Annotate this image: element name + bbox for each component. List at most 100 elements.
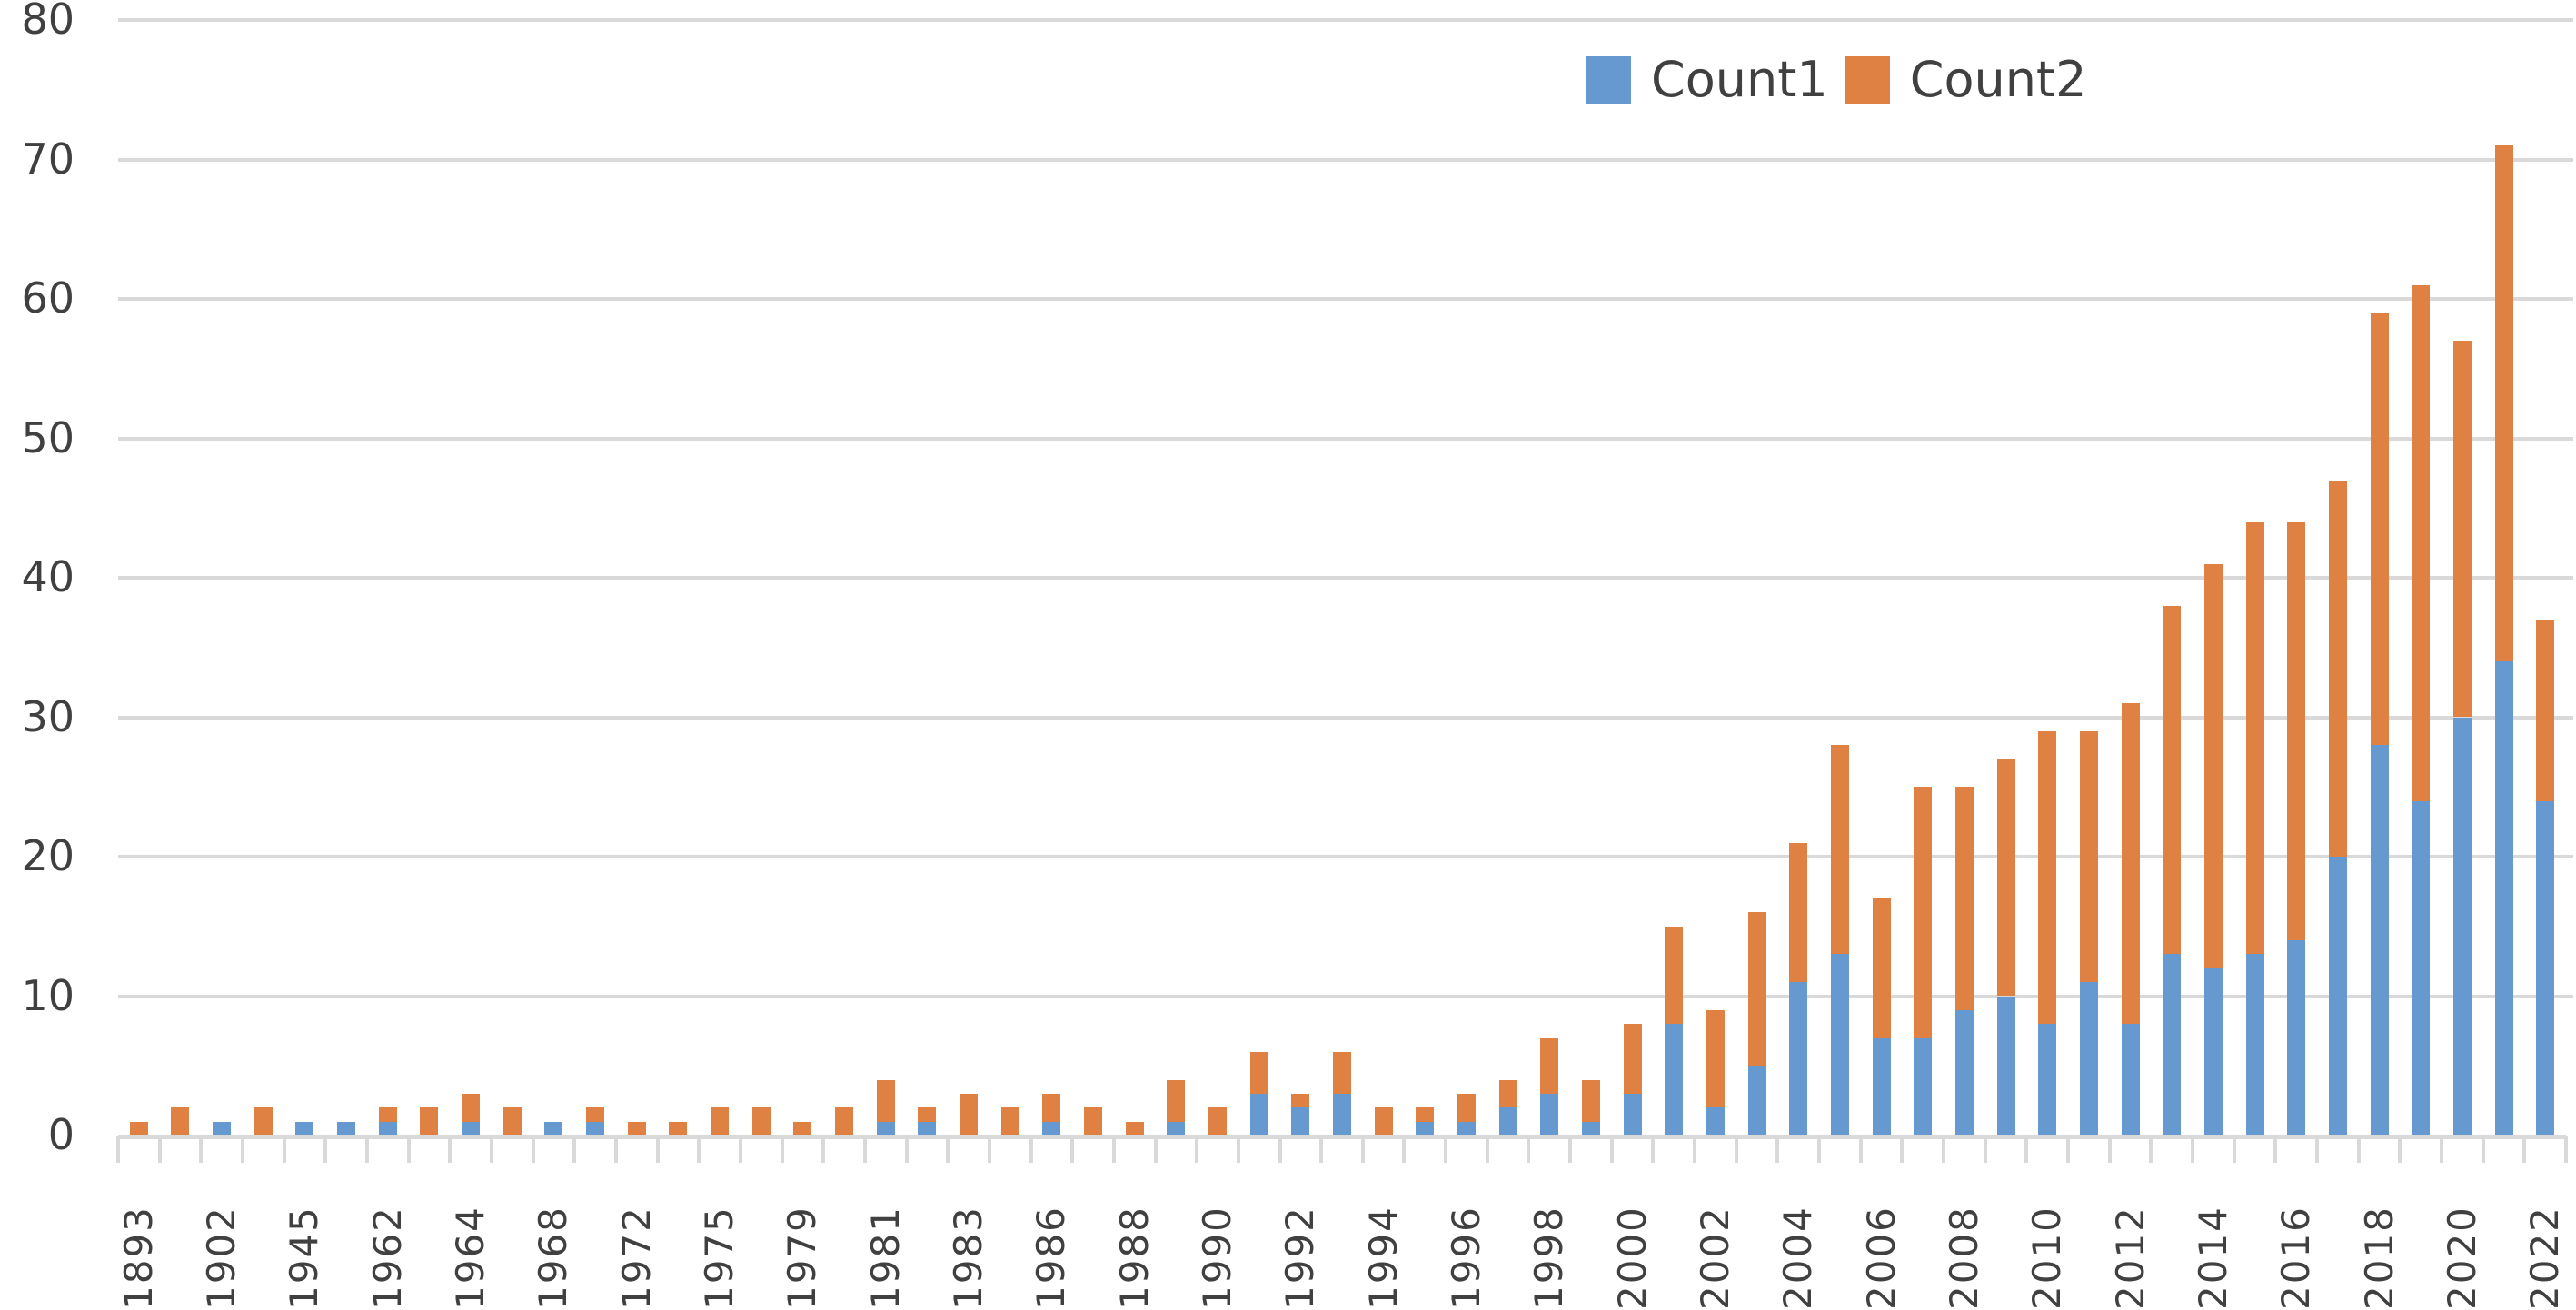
bar-count2[interactable] <box>254 1107 273 1136</box>
bar-count2[interactable] <box>462 1093 481 1122</box>
bar-count2[interactable] <box>1789 842 1808 983</box>
bar-count1[interactable] <box>337 1121 356 1136</box>
bar-count1[interactable] <box>2163 954 2182 1136</box>
bar-count2[interactable] <box>129 1121 148 1136</box>
bar-count1[interactable] <box>1665 1024 1684 1136</box>
bar-count1[interactable] <box>2038 1024 2057 1136</box>
bar-count2[interactable] <box>835 1107 854 1136</box>
bar-count1[interactable] <box>544 1121 563 1136</box>
bar-count2[interactable] <box>1914 787 1933 1038</box>
bar-count2[interactable] <box>1167 1079 1186 1122</box>
bar-count1[interactable] <box>1291 1107 1310 1136</box>
bar-count2[interactable] <box>2328 480 2347 857</box>
bar-count1[interactable] <box>2494 661 2513 1136</box>
bar-count1[interactable] <box>1706 1107 1725 1136</box>
bar-count1[interactable] <box>918 1121 937 1136</box>
bar-count2[interactable] <box>2163 605 2182 955</box>
bar-count2[interactable] <box>1084 1107 1103 1136</box>
bar-count2[interactable] <box>1042 1093 1061 1122</box>
bar-count1[interactable] <box>1830 954 1849 1136</box>
bar-count2[interactable] <box>1333 1051 1351 1094</box>
bar-count2[interactable] <box>420 1107 439 1136</box>
bar-count1[interactable] <box>295 1121 314 1136</box>
bar-count2[interactable] <box>2121 703 2140 1025</box>
bar-count1[interactable] <box>586 1121 605 1136</box>
bar-count1[interactable] <box>1872 1037 1891 1136</box>
bar-count2[interactable] <box>793 1121 812 1136</box>
bar-count2[interactable] <box>1125 1121 1144 1136</box>
bar-count2[interactable] <box>627 1121 646 1136</box>
bar-count2[interactable] <box>1872 898 1891 1038</box>
bar-count1[interactable] <box>1954 1009 1974 1136</box>
bar-count1[interactable] <box>1457 1121 1476 1136</box>
bar-count1[interactable] <box>1623 1093 1642 1136</box>
bar-count2[interactable] <box>2079 730 2098 983</box>
bar-count1[interactable] <box>1540 1093 1559 1136</box>
legend-item-count1[interactable]: Count1 <box>1586 53 1828 107</box>
bar-count1[interactable] <box>1914 1037 1933 1136</box>
bar-count1[interactable] <box>378 1121 397 1136</box>
bar-count1[interactable] <box>1789 982 1808 1136</box>
bar-count1[interactable] <box>462 1121 481 1136</box>
bar-count1[interactable] <box>2412 800 2431 1136</box>
bar-count2[interactable] <box>502 1107 522 1136</box>
bar-count1[interactable] <box>2287 940 2306 1136</box>
bar-count2[interactable] <box>2452 341 2472 718</box>
bar-count2[interactable] <box>1830 745 1849 955</box>
bar-count1[interactable] <box>1249 1093 1268 1136</box>
bar-count2[interactable] <box>1374 1107 1393 1136</box>
legend-item-count2[interactable]: Count2 <box>1844 53 2086 107</box>
bar-count2[interactable] <box>1208 1107 1228 1136</box>
bar-count2[interactable] <box>1665 926 1684 1025</box>
x-tick-mark <box>323 1136 328 1163</box>
bar-count1[interactable] <box>1167 1121 1186 1136</box>
bar-count2[interactable] <box>2412 284 2431 801</box>
bar-count2[interactable] <box>669 1121 688 1136</box>
bar-count2[interactable] <box>751 1107 771 1136</box>
bar-count2[interactable] <box>2536 620 2555 801</box>
bar-count1[interactable] <box>2245 954 2264 1136</box>
bar-count1[interactable] <box>2121 1024 2140 1136</box>
bar-count1[interactable] <box>213 1121 232 1136</box>
bar-count1[interactable] <box>876 1121 895 1136</box>
bar-count2[interactable] <box>1996 759 2015 997</box>
bar-count2[interactable] <box>1249 1051 1268 1094</box>
bar-count2[interactable] <box>1581 1079 1600 1122</box>
bar-count2[interactable] <box>586 1107 605 1122</box>
bar-count1[interactable] <box>1416 1121 1435 1136</box>
bar-count1[interactable] <box>2328 857 2347 1136</box>
bar-count2[interactable] <box>1416 1107 1435 1122</box>
bar-count2[interactable] <box>2038 730 2057 1025</box>
bar-count2[interactable] <box>1000 1107 1019 1136</box>
bar-count1[interactable] <box>2079 982 2098 1136</box>
bar-count1[interactable] <box>2203 968 2223 1136</box>
bar-count1[interactable] <box>1996 996 2015 1136</box>
bar-count2[interactable] <box>171 1107 190 1136</box>
bar-count2[interactable] <box>918 1107 937 1122</box>
bar-count2[interactable] <box>378 1107 397 1122</box>
bar-count2[interactable] <box>1706 1009 1725 1108</box>
bar-count2[interactable] <box>1747 912 1766 1067</box>
bar-count1[interactable] <box>1042 1121 1061 1136</box>
bar-count1[interactable] <box>2536 800 2555 1136</box>
bar-count2[interactable] <box>2203 563 2223 968</box>
bar-count1[interactable] <box>1747 1066 1766 1136</box>
bar-count2[interactable] <box>711 1107 730 1136</box>
bar-count1[interactable] <box>2370 745 2389 1136</box>
bar-count1[interactable] <box>1333 1093 1351 1136</box>
bar-count2[interactable] <box>2287 521 2306 941</box>
bar-count2[interactable] <box>960 1093 979 1136</box>
bar-count2[interactable] <box>2494 145 2513 662</box>
bar-count2[interactable] <box>2370 313 2389 746</box>
bar-count2[interactable] <box>876 1079 895 1122</box>
bar-count2[interactable] <box>1498 1079 1517 1108</box>
bar-count2[interactable] <box>1954 787 1974 1010</box>
bar-count2[interactable] <box>1291 1093 1310 1108</box>
bar-count1[interactable] <box>1498 1107 1517 1136</box>
bar-count2[interactable] <box>2245 521 2264 955</box>
bar-count2[interactable] <box>1623 1024 1642 1094</box>
bar-count2[interactable] <box>1457 1093 1476 1122</box>
bar-count1[interactable] <box>2452 717 2472 1136</box>
bar-count1[interactable] <box>1581 1121 1600 1136</box>
bar-count2[interactable] <box>1540 1037 1559 1094</box>
